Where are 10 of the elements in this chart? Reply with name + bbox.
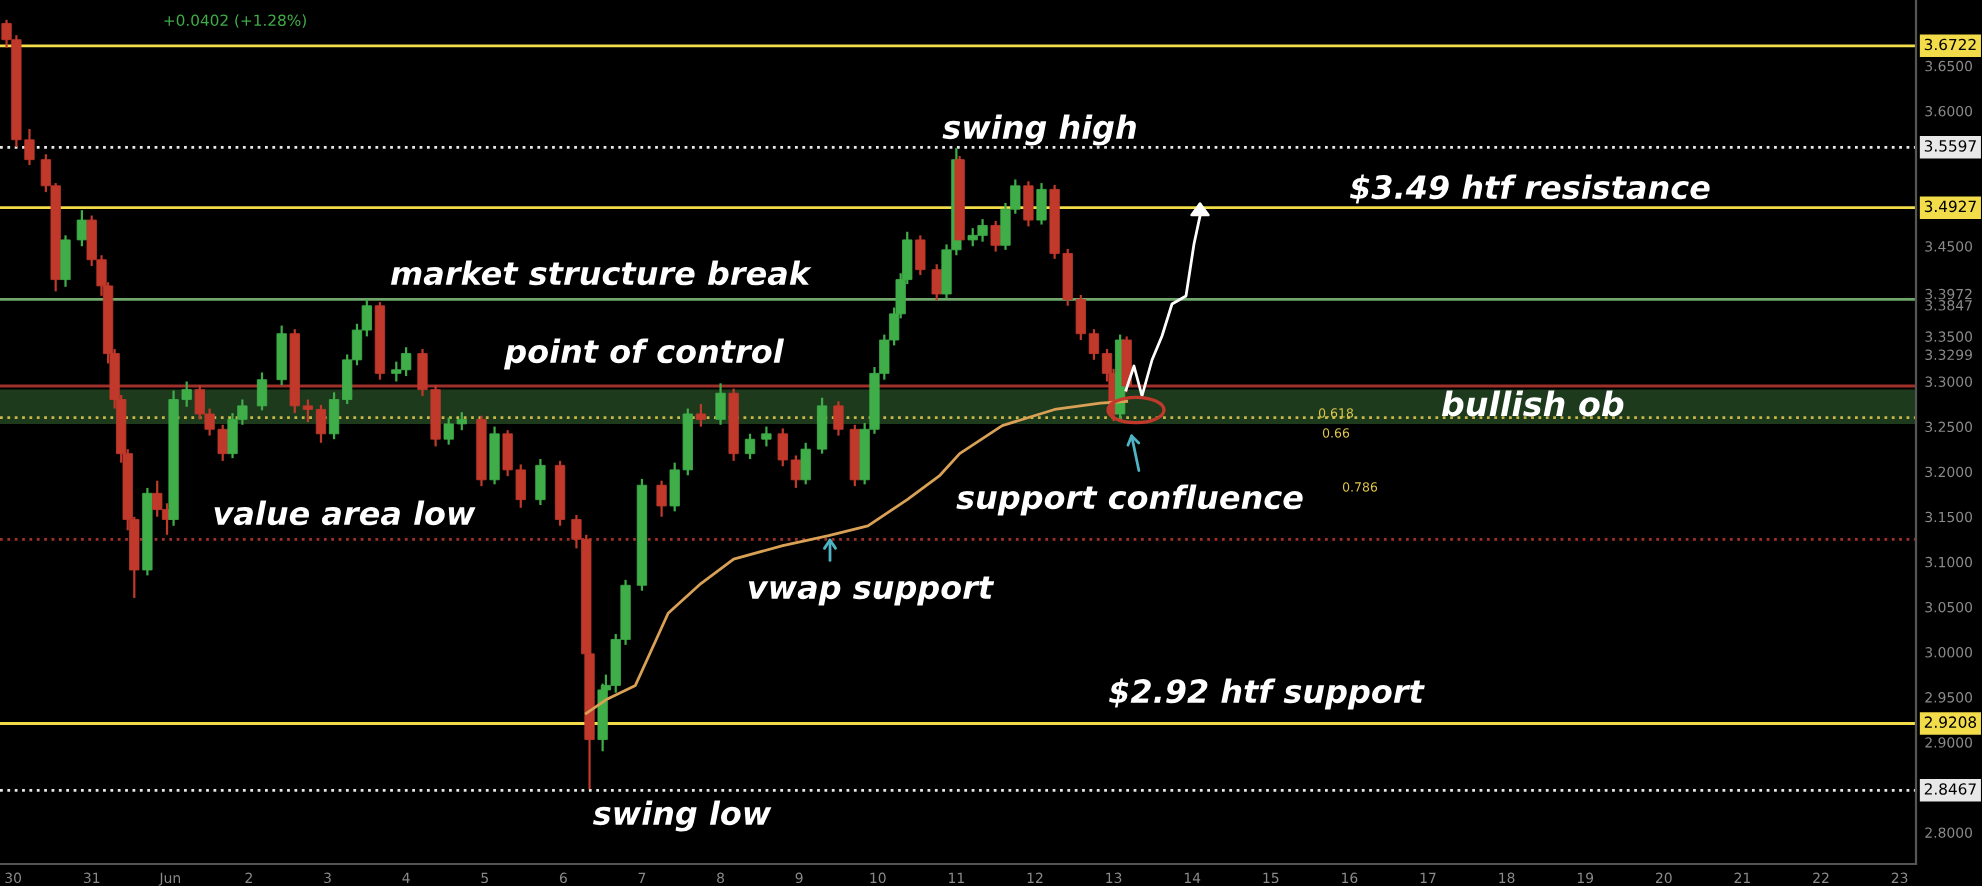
annotation: market structure break — [390, 260, 812, 286]
annotation: value area low — [214, 500, 476, 526]
annotation: $3.49 htf resistance — [1349, 174, 1710, 204]
annotation: support confluence — [956, 484, 1303, 516]
annotation: swing high — [942, 114, 1136, 146]
annotation: vwap support — [748, 576, 995, 606]
band-label: bullish ob — [1441, 390, 1624, 417]
annotation: $2.92 htf support — [1109, 678, 1425, 710]
annotation: swing low — [593, 800, 772, 832]
annotation: point of control — [503, 338, 785, 370]
